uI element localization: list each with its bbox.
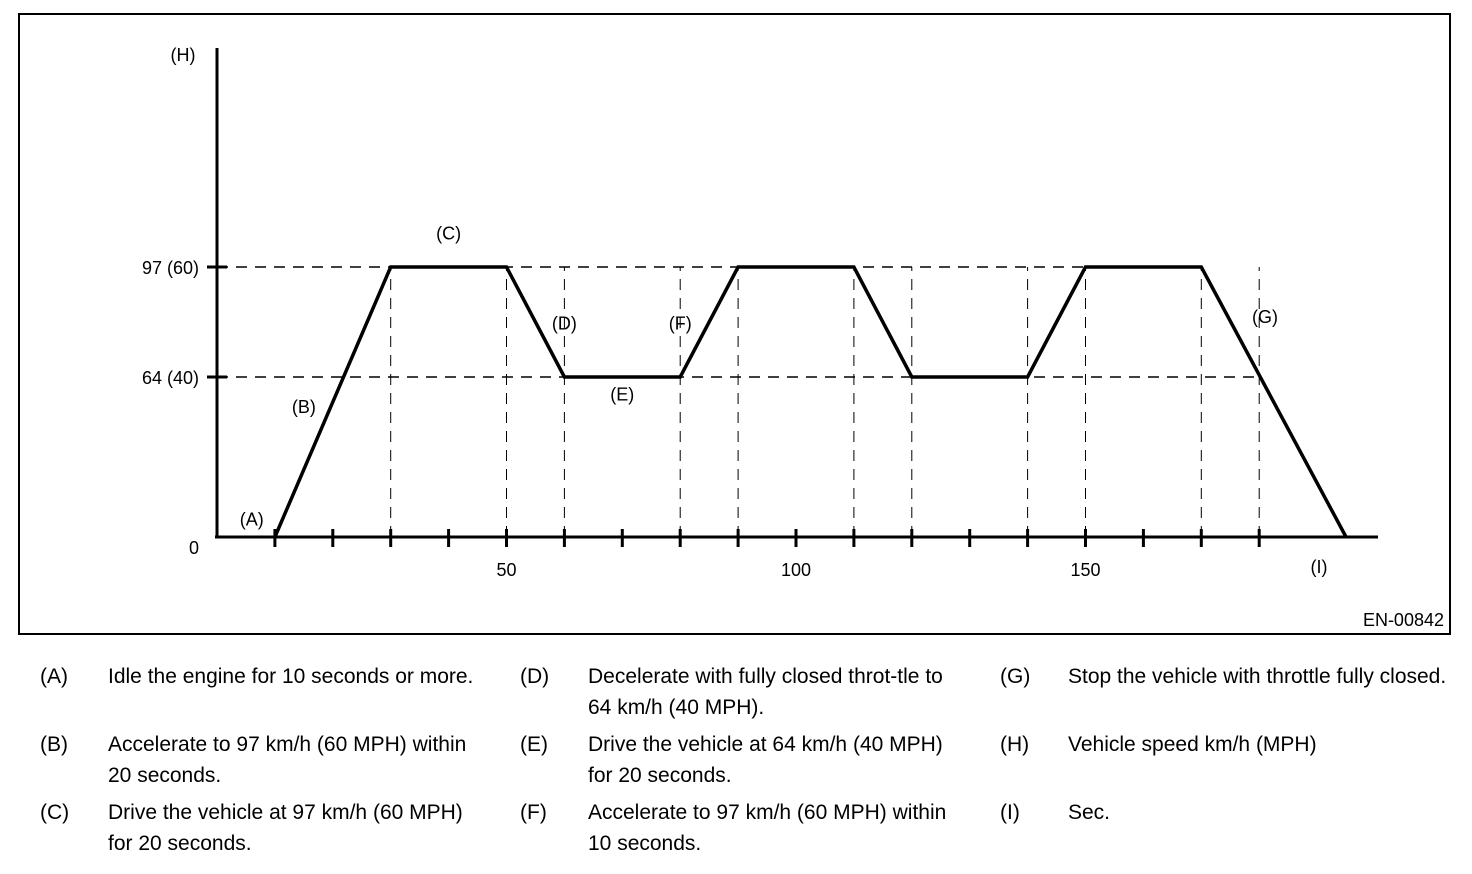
annotation-d: (D) [552,314,577,334]
legend-text: Vehicle speed km/h (MPH) [1068,733,1317,756]
annotation-c: (C) [436,224,461,244]
legend-key: (C) [40,801,70,824]
legend-key: (A) [40,665,68,688]
y-tick-label: 0 [189,538,199,558]
legend-key: (D) [520,665,550,688]
legend-key: (H) [1000,733,1030,756]
legend-text: Accelerate to 97 km/h (60 MPH) within 20… [108,733,467,787]
y-tick-label: 64 (40) [142,368,199,388]
annotation-a: (A) [240,510,264,530]
x-axis-label: (I) [1311,557,1328,577]
chart-frame [18,13,1451,635]
annotation-f: (F) [669,314,692,334]
legend-text: Stop the vehicle with throttle fully clo… [1068,665,1447,688]
speed-chart: 50 100 150 0 64 (40) 97 (60) (H) (I) (A) (B) (C) (D… [142,45,1378,580]
legend-key: (B) [40,733,68,756]
legend-key: (G) [1000,665,1031,688]
legend-text: Decelerate with fully closed throt-tle t… [588,665,943,719]
annotation-g: (G) [1252,307,1278,327]
legend-key: (I) [1000,801,1020,824]
figure-code: EN-00842 [1362,610,1444,630]
x-tick-label: 150 [1070,560,1100,580]
y-axis-label: (H) [171,45,196,65]
legend-text: Drive the vehicle at 64 km/h (40 MPH) fo… [588,733,943,787]
y-tick-label: 97 (60) [142,258,199,278]
x-tick-label: 100 [781,560,811,580]
speed-line [273,265,1348,538]
legend-text: Sec. [1068,801,1111,824]
legend-text: Idle the engine for 10 seconds or more. [108,665,474,688]
legend-text: Accelerate to 97 km/h (60 MPH) within 10… [588,801,947,855]
annotation-b: (B) [292,397,316,417]
x-tick-label: 50 [496,560,516,580]
legend-text: Drive the vehicle at 97 km/h (60 MPH) fo… [108,801,463,855]
legend-key: (E) [520,733,548,756]
legend-key: (F) [520,801,547,824]
annotation-e: (E) [610,385,634,405]
